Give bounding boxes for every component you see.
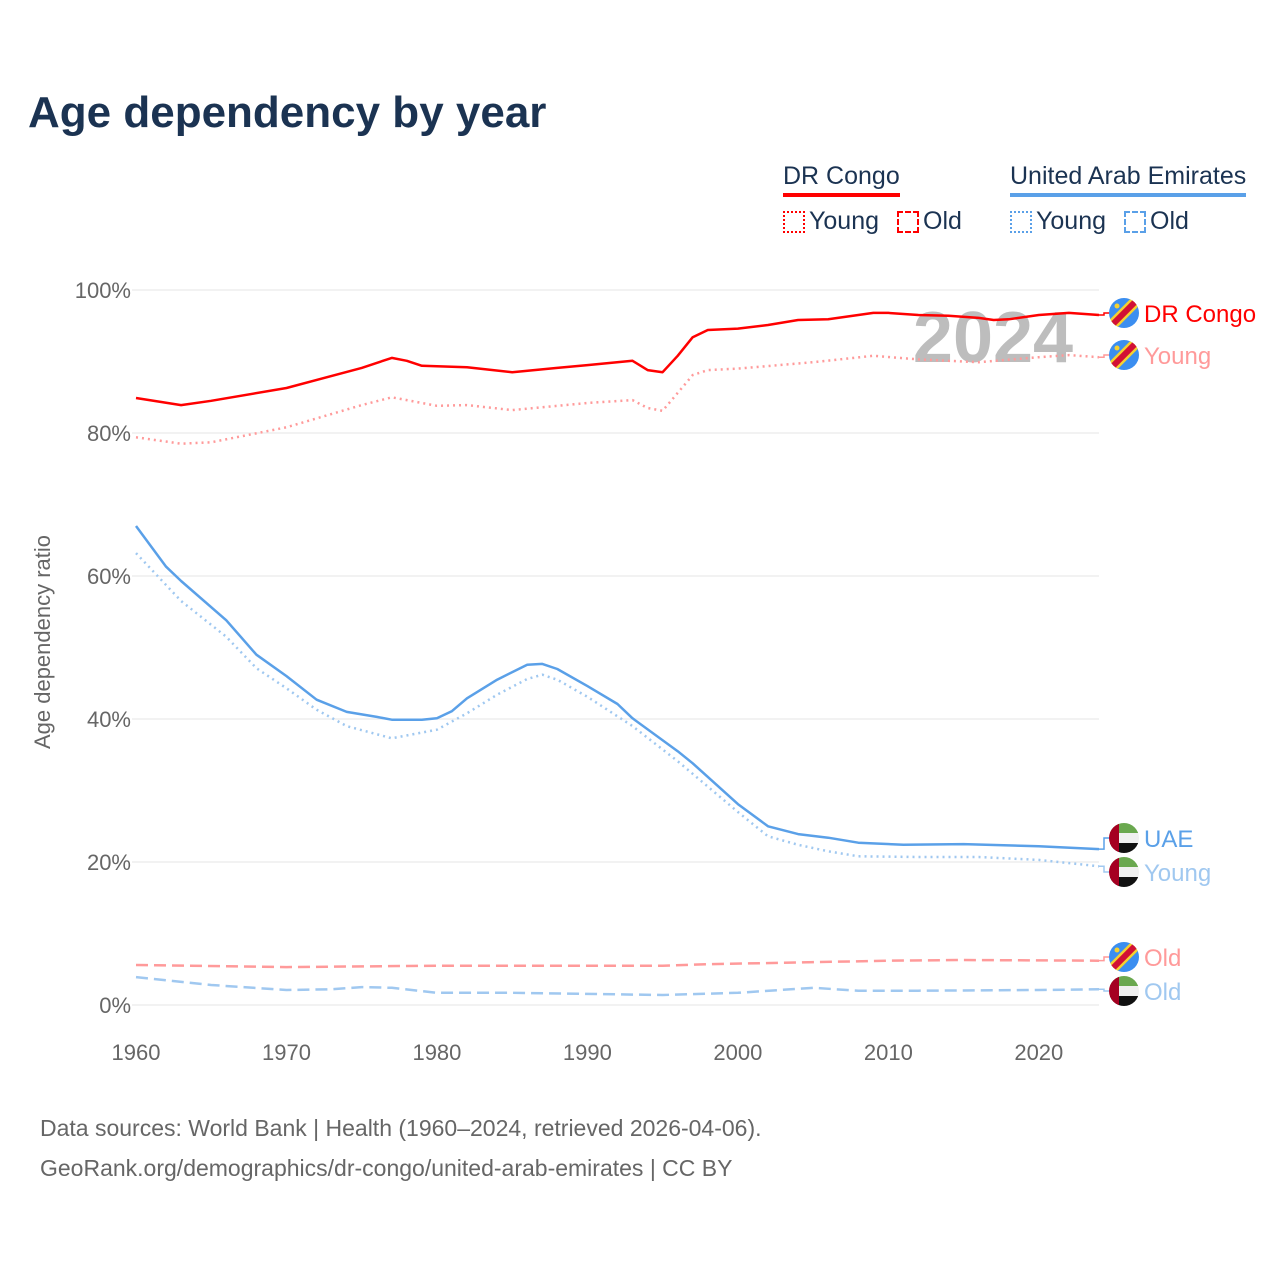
dr-congo-flag-icon (1109, 942, 1139, 972)
x-tick-label: 2010 (864, 1040, 913, 1065)
end-label: UAE (1144, 826, 1193, 853)
legend-name: DR Congo (783, 162, 900, 197)
series-line-uae-young (135, 552, 1100, 868)
label-connector (1099, 988, 1110, 992)
end-label: Old (1144, 979, 1181, 1006)
uae-flag-icon (1109, 823, 1139, 853)
x-tick-label: 1960 (112, 1040, 161, 1065)
series-line-dr-congo (135, 311, 1100, 407)
label-connector (1099, 354, 1110, 358)
dr-congo-flag-icon (1109, 298, 1139, 328)
series-line-uae-old (135, 975, 1100, 997)
y-tick-label: 60% (87, 564, 131, 589)
series-line-uae (134, 525, 1100, 851)
x-tick-label: 1980 (412, 1040, 461, 1065)
uae-flag-icon (1109, 857, 1139, 887)
x-tick-label: 2020 (1014, 1040, 1063, 1065)
dashed-swatch-icon (1124, 210, 1146, 233)
footer: Data sources: World Bank | Health (1960–… (40, 1108, 762, 1188)
y-tick-label: 40% (87, 707, 131, 732)
legend-item-old[interactable]: Old (1124, 207, 1189, 236)
legend-label: Young (1036, 207, 1106, 235)
y-tick-label: 20% (87, 850, 131, 875)
label-connector (1099, 312, 1110, 316)
end-label: Old (1144, 945, 1181, 972)
source-url[interactable]: GeoRank.org/demographics/dr-congo/united… (40, 1155, 733, 1181)
legend-label: Old (923, 207, 962, 235)
legend-group-dr-congo[interactable]: DR Congo Young Old (783, 162, 962, 236)
dr-congo-flag-icon (1109, 340, 1139, 370)
year-watermark: 2024 (913, 298, 1073, 378)
y-tick-label: 80% (87, 421, 131, 446)
x-tick-label: 1970 (262, 1040, 311, 1065)
legend-group-uae[interactable]: United Arab Emirates Young Old (1010, 162, 1247, 236)
x-tick-label: 1990 (563, 1040, 612, 1065)
label-connector (1099, 956, 1110, 962)
uae-flag-icon (1109, 976, 1139, 1006)
y-axis-label: Age dependency ratio (30, 535, 55, 749)
legend-item-old[interactable]: Old (897, 207, 962, 236)
end-label: Young (1144, 860, 1211, 887)
end-label: Young (1144, 343, 1211, 370)
dashed-swatch-icon (897, 210, 919, 233)
series-line-dr-congo-old (135, 958, 1100, 969)
legend-item-young[interactable]: Young (1010, 207, 1106, 236)
legend-label: Young (809, 207, 879, 235)
legend-name: United Arab Emirates (1010, 162, 1247, 197)
end-label: DR Congo (1144, 301, 1256, 328)
label-connector (1099, 865, 1110, 873)
y-tick-label: 100% (75, 278, 131, 303)
data-source-note: Data sources: World Bank | Health (1960–… (40, 1115, 762, 1141)
legend-label: Old (1150, 207, 1189, 235)
y-tick-label: 0% (99, 993, 131, 1018)
dotted-swatch-icon (1010, 210, 1032, 233)
x-tick-label: 2000 (713, 1040, 762, 1065)
legend-item-young[interactable]: Young (783, 207, 879, 236)
series-line-dr-congo-young (135, 353, 1100, 445)
chart-title: Age dependency by year (28, 88, 547, 137)
dotted-swatch-icon (783, 210, 805, 233)
label-connector (1099, 837, 1110, 850)
